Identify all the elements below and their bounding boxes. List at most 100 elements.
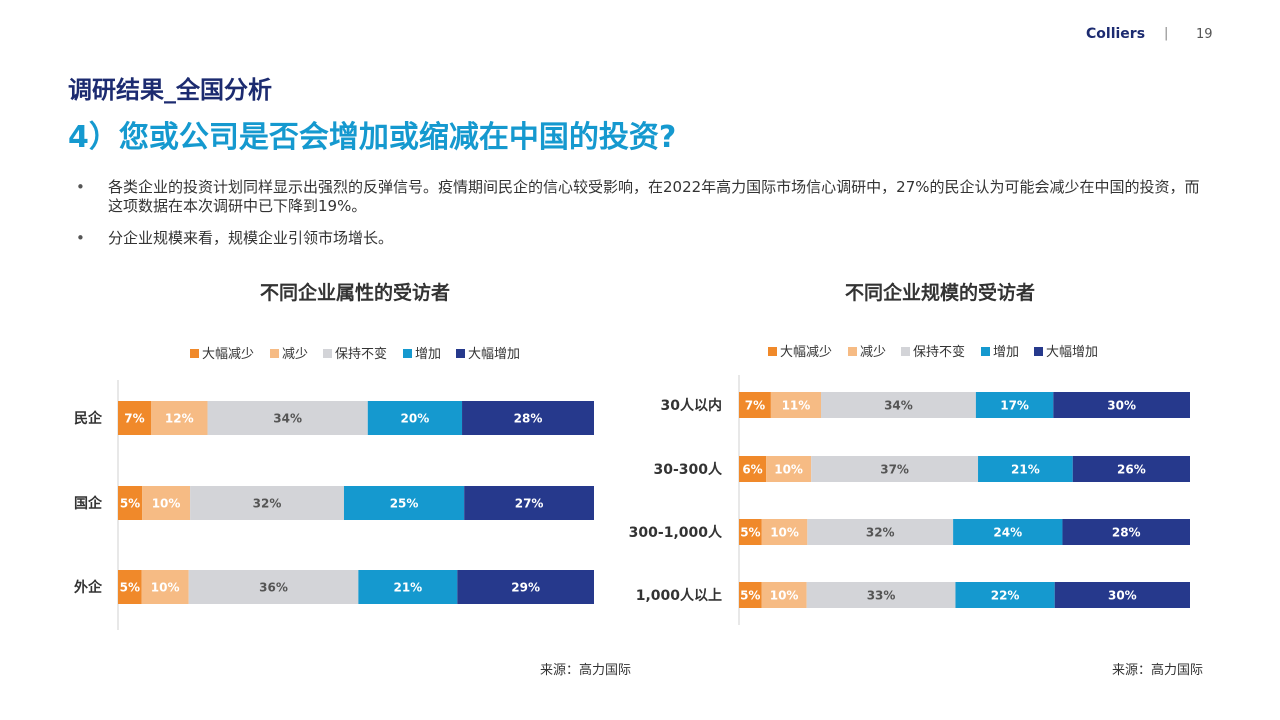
data-label: 30%	[1108, 589, 1137, 603]
bar-segment	[457, 570, 594, 604]
data-label: 17%	[1000, 399, 1029, 413]
bullet-text: 分企业规模来看，规模企业引领市场增长。	[108, 229, 394, 247]
bullet-list: • 各类企业的投资计划同样显示出强烈的反弹信号。疫情期间民企的信心较受影响，在20…	[76, 178, 1206, 261]
legend-label: 增加	[993, 345, 1019, 360]
legend-label: 大幅增加	[1046, 345, 1098, 360]
bar-segment	[955, 582, 1055, 608]
bar-segment	[978, 456, 1073, 482]
category-label: 1,000人以上	[636, 587, 722, 604]
category-label: 30人以内	[661, 397, 722, 414]
bar-segment	[1062, 519, 1190, 545]
bar-segment	[761, 582, 807, 608]
bar-segment	[739, 519, 762, 545]
bar-segment	[821, 392, 976, 418]
bar-segment	[343, 486, 465, 520]
brand-logo-text: Colliers	[1086, 26, 1146, 42]
bar-segment	[1054, 582, 1190, 608]
bar-segment	[142, 486, 191, 520]
chart-source-ownership: 来源：高力国际	[540, 663, 632, 678]
bar-segment	[770, 392, 821, 418]
legend-swatch	[190, 349, 199, 358]
bullet-item: • 分企业规模来看，规模企业引领市场增长。	[76, 229, 1206, 248]
data-label: 28%	[514, 412, 543, 426]
legend-swatch	[901, 347, 910, 356]
data-label: 26%	[1117, 463, 1146, 477]
legend-swatch	[1034, 347, 1043, 356]
header-separator: |	[1164, 26, 1169, 41]
bullet-dot-icon: •	[76, 229, 85, 247]
bar-segment	[811, 456, 979, 482]
bar-segment	[464, 486, 594, 520]
section-title: 调研结果_全国分析	[68, 76, 272, 104]
bar-segment	[1072, 456, 1190, 482]
legend-swatch	[456, 349, 465, 358]
data-label: 33%	[867, 589, 896, 603]
legend-label: 大幅增加	[468, 347, 520, 362]
bar-segment	[358, 570, 458, 604]
category-label: 30-300人	[653, 461, 723, 478]
legend-swatch	[981, 347, 990, 356]
data-label: 7%	[745, 399, 765, 413]
bar-segment	[150, 401, 208, 435]
data-label: 24%	[993, 526, 1022, 540]
legend-label: 大幅减少	[202, 347, 254, 362]
bar-segment	[739, 582, 762, 608]
category-label: 外企	[74, 579, 103, 596]
chart-title-ownership: 不同企业属性的受访者	[259, 282, 450, 304]
data-label: 32%	[866, 526, 895, 540]
bar-segment	[766, 456, 812, 482]
data-label: 37%	[880, 463, 909, 477]
bar-segment	[141, 570, 189, 604]
data-label: 34%	[884, 399, 913, 413]
legend-swatch	[768, 347, 777, 356]
bar-segment	[739, 392, 771, 418]
bar-segment	[118, 486, 143, 520]
bar-segment	[761, 519, 808, 545]
category-label: 300-1,000人	[629, 524, 723, 541]
data-label: 7%	[124, 412, 144, 426]
data-label: 22%	[991, 589, 1020, 603]
data-label: 10%	[151, 581, 180, 595]
bullet-text: 各类企业的投资计划同样显示出强烈的反弹信号。疫情期间民企的信心较受影响，在202…	[108, 178, 1200, 215]
bar-segment	[367, 401, 463, 435]
data-label: 5%	[740, 526, 760, 540]
data-label: 30%	[1107, 399, 1136, 413]
data-label: 34%	[273, 412, 302, 426]
legend-label: 保持不变	[335, 346, 387, 362]
data-label: 11%	[782, 399, 811, 413]
data-label: 21%	[393, 581, 422, 595]
legend-label: 减少	[282, 347, 308, 362]
bar-segment	[975, 392, 1054, 418]
category-label: 国企	[74, 495, 103, 512]
bullet-dot-icon: •	[76, 178, 85, 196]
legend-swatch	[403, 349, 412, 358]
data-label: 6%	[742, 463, 762, 477]
legend-label: 大幅减少	[780, 345, 832, 360]
chart-source-size: 来源：高力国际	[1112, 663, 1204, 678]
category-label: 民企	[74, 410, 103, 427]
page-title: 4）您或公司是否会增加或缩减在中国的投资?	[68, 120, 677, 155]
data-label: 20%	[401, 412, 430, 426]
data-label: 32%	[253, 497, 282, 511]
data-label: 21%	[1011, 463, 1040, 477]
data-label: 36%	[259, 581, 288, 595]
legend-label: 保持不变	[913, 344, 965, 360]
data-label: 10%	[774, 463, 803, 477]
bar-segment	[462, 401, 594, 435]
bar-segment	[953, 519, 1063, 545]
bar-segment	[188, 570, 359, 604]
bar-segment	[118, 401, 151, 435]
data-label: 28%	[1112, 526, 1141, 540]
data-label: 10%	[152, 497, 181, 511]
data-label: 5%	[120, 497, 140, 511]
page-number: 19	[1196, 27, 1213, 42]
data-label: 10%	[770, 589, 799, 603]
bar-segment	[207, 401, 368, 435]
bullet-item: • 各类企业的投资计划同样显示出强烈的反弹信号。疫情期间民企的信心较受影响，在20…	[76, 178, 1206, 216]
bar-segment	[118, 570, 142, 604]
data-label: 10%	[770, 526, 799, 540]
data-label: 27%	[515, 497, 544, 511]
legend-swatch	[270, 349, 279, 358]
legend-label: 增加	[415, 347, 441, 362]
